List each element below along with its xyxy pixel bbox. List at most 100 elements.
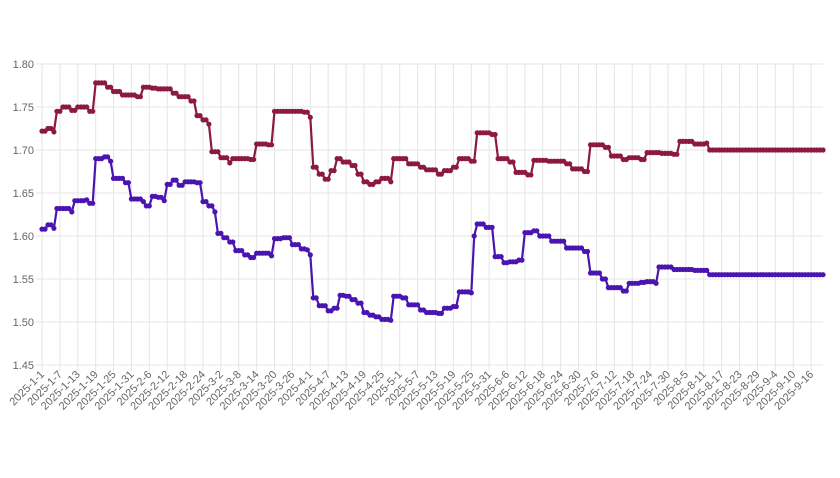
data-point (534, 228, 540, 234)
y-tick-label: 1.70 (13, 145, 34, 157)
data-point (331, 168, 337, 174)
data-point (295, 242, 301, 248)
data-point (358, 171, 364, 177)
data-point (820, 272, 826, 278)
data-point (584, 168, 591, 175)
data-point (510, 159, 516, 165)
data-point (561, 238, 567, 244)
data-point (51, 225, 57, 231)
data-point (173, 90, 179, 96)
data-point (84, 104, 90, 110)
data-point (167, 181, 173, 187)
data-point (206, 121, 212, 127)
data-point (173, 177, 179, 183)
data-point (158, 194, 164, 200)
y-tick-label: 1.45 (13, 360, 34, 372)
data-point (346, 159, 352, 165)
data-point (432, 167, 439, 173)
data-point (48, 125, 54, 132)
data-point (161, 198, 167, 204)
series-points-1 (39, 80, 826, 187)
data-point (105, 154, 111, 160)
data-point (453, 303, 459, 310)
data-point (304, 247, 310, 253)
data-point (42, 226, 48, 232)
data-point (313, 164, 319, 170)
data-point (674, 151, 680, 157)
data-point (403, 295, 409, 301)
data-point (605, 144, 612, 150)
data-point (325, 176, 331, 182)
data-point (224, 155, 230, 161)
data-point (191, 98, 197, 104)
data-point (623, 288, 629, 294)
data-point (584, 248, 591, 255)
data-point (307, 252, 313, 258)
data-point (212, 209, 218, 215)
data-point (227, 160, 233, 166)
data-point (197, 113, 203, 119)
data-point (268, 142, 275, 148)
data-point (84, 197, 90, 203)
data-point (352, 162, 358, 169)
grid (36, 63, 823, 371)
data-point (567, 161, 573, 167)
data-point (230, 239, 236, 245)
series-points-2 (39, 154, 826, 323)
y-tick-label: 1.80 (13, 59, 34, 71)
series-group (39, 80, 826, 323)
data-point (447, 168, 453, 174)
data-point (125, 180, 131, 186)
data-point (137, 94, 143, 100)
data-point (498, 254, 504, 260)
data-point (352, 297, 358, 303)
data-point (403, 156, 409, 162)
data-point (519, 257, 525, 263)
data-point (57, 108, 63, 114)
data-point (468, 290, 474, 296)
data-point (492, 131, 498, 138)
data-point (385, 175, 391, 181)
data-point (415, 302, 421, 308)
data-point (197, 180, 203, 186)
data-point (72, 107, 78, 113)
data-point (453, 164, 459, 170)
data-point (286, 235, 292, 241)
data-point (546, 233, 552, 239)
data-point (704, 140, 710, 146)
data-point (167, 86, 173, 92)
data-point (319, 171, 325, 177)
data-point (116, 88, 123, 95)
data-point (307, 114, 313, 120)
y-tick-label: 1.75 (13, 102, 34, 114)
data-point (438, 310, 444, 316)
data-point (641, 156, 647, 163)
data-point (504, 156, 510, 162)
y-tick-label: 1.65 (13, 188, 34, 200)
data-point (617, 153, 623, 159)
data-point (218, 230, 224, 236)
data-point (108, 84, 114, 90)
y-tick-label: 1.60 (13, 231, 34, 243)
data-point (239, 248, 245, 254)
data-point (119, 175, 126, 181)
series-line-2 (42, 155, 823, 322)
data-point (203, 199, 209, 205)
data-point (251, 156, 257, 163)
y-tick-label: 1.50 (13, 317, 34, 329)
x-axis: 2025-1-12025-1-72025-1-132025-1-192025-1… (7, 369, 816, 413)
data-point (346, 293, 352, 299)
data-point (596, 270, 603, 276)
data-point (578, 245, 585, 251)
y-axis: 1.45 1.50 1.55 1.60 1.65 1.70 1.75 1.80 (13, 59, 34, 372)
data-point (268, 253, 275, 259)
data-point (415, 161, 421, 167)
data-point (820, 147, 826, 153)
data-point (471, 158, 477, 164)
data-point (528, 172, 534, 178)
data-point (224, 235, 230, 241)
data-point (140, 199, 146, 205)
data-point (215, 149, 221, 155)
